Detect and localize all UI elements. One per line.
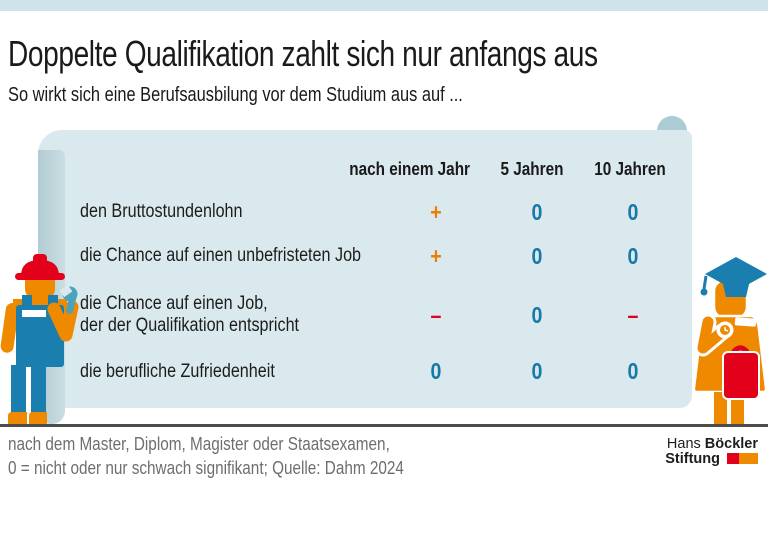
hard-hat-icon [15,254,65,280]
construction-worker-illustration [0,254,79,424]
logo-line-2: Stiftung [665,452,758,467]
cap-tassel [702,275,708,290]
worker-right-arm [47,300,79,342]
worker-right-leg [31,365,46,415]
hans-boeckler-logo: Hans Böckler Stiftung [665,437,758,467]
worker-left-shoe [8,412,27,424]
worker-left-arm [0,303,19,353]
worker-overalls [13,295,67,367]
row-label-permanent-job: die Chance auf einen unbefristeten Job [80,245,362,266]
row-label-wage: den Bruttostundenlohn [80,201,243,222]
table-cell-value: 0 [531,243,543,269]
footnote-line-2: 0 = nicht oder nur schwach signifikant; … [8,458,404,478]
worker-right-shoe [29,412,47,424]
graduation-cap-icon [705,257,767,297]
worker-neck [32,293,48,307]
table-cell-value: + [430,243,442,269]
row-label-matching-job: die Chance auf einen Job, der der Qualif… [80,293,300,336]
graduate-illustration [692,257,768,424]
gown-pocket [734,317,757,327]
results-panel: nach einem Jahr 5 Jahren 10 Jahren den B… [38,130,692,424]
table-cell-value: – [430,302,442,328]
table-cell-value: 0 [627,199,639,225]
page-title: Doppelte Qualifikation zahlt sich nur an… [8,33,598,74]
footnote: nach dem Master, Diplom, Magister oder S… [8,432,404,480]
watch-icon [716,321,734,339]
cap-tassel-knob [700,288,708,296]
table-cell-value: 0 [531,358,543,384]
footnote-line-1: nach dem Master, Diplom, Magister oder S… [8,434,390,454]
page-subtitle: So wirkt sich eine Berufsausbilung vor d… [8,84,463,106]
table-cell-value: 0 [531,302,543,328]
worker-left-leg [11,365,26,415]
column-header-year10: 10 Jahren [594,159,666,179]
wrench-icon [59,284,78,314]
column-header-year1: nach einem Jahr [349,159,470,179]
column-header-year5: 5 Jahren [500,159,564,179]
logo-line-1: Hans Böckler [666,436,758,452]
briefcase-icon [722,345,760,400]
table-cell-value: 0 [430,358,442,384]
logo-flag-icon [727,452,758,467]
row-label-satisfaction: die berufliche Zufriedenheit [80,361,275,382]
table-cell-value: 0 [627,243,639,269]
graduate-left-leg [714,392,727,424]
table-cell-value: 0 [531,199,543,225]
table-cell-value: – [627,302,639,328]
top-accent-bar [0,0,768,11]
graduate-arm [697,316,728,354]
table-cell-value: + [430,199,442,225]
scroll-roll-top-icon [657,116,687,131]
table-cell-value: 0 [627,358,639,384]
ground-line [0,424,768,427]
